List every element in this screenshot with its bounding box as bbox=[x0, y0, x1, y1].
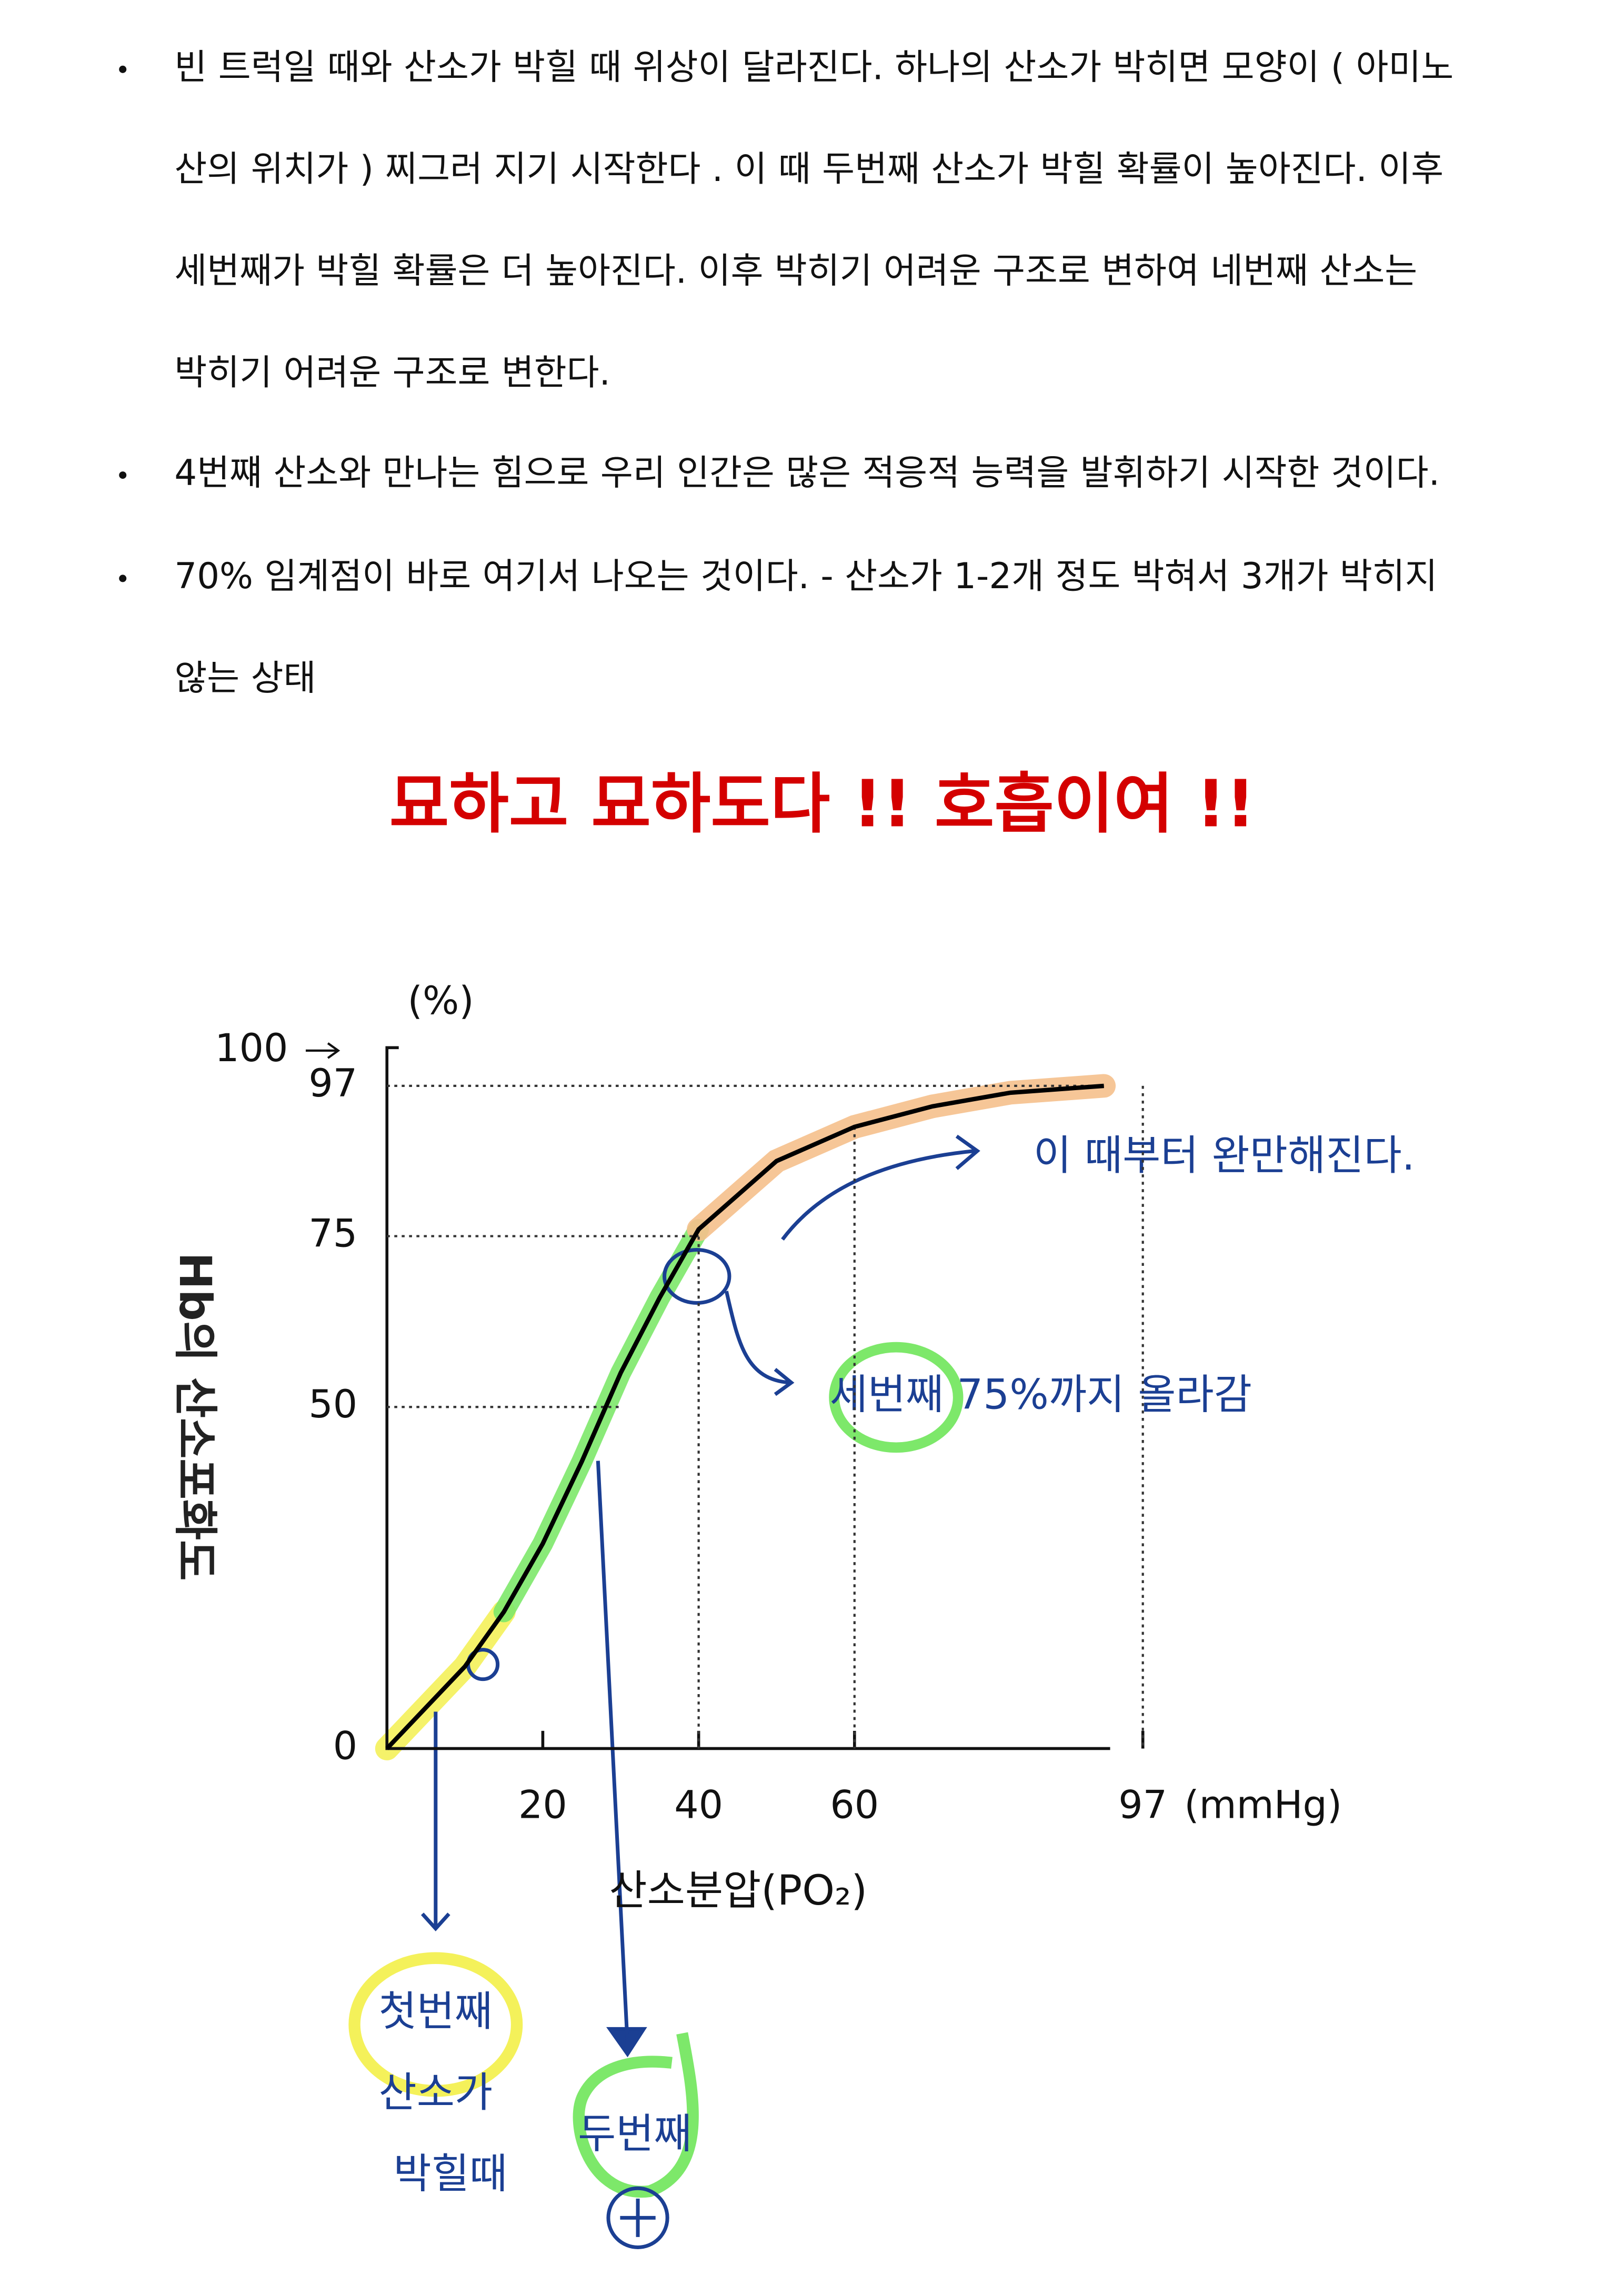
axis bbox=[385, 1046, 1110, 1750]
bullet-text: 70% 임계점이 바로 여기서 나오는 것이다. - 산소가 1-2개 정도 박… bbox=[174, 556, 1437, 597]
x-axis-label: 산소분압(PO₂) bbox=[609, 1866, 867, 1915]
y-top-label: 100 bbox=[215, 1026, 288, 1071]
bullet-dot bbox=[119, 575, 127, 582]
x-tick-label: 97 bbox=[1118, 1783, 1167, 1828]
annotation: 이 때부터 완만해진다. bbox=[1034, 1131, 1415, 1180]
bullet-text: 빈 트럭일 때와 산소가 박힐 때 위상이 달라진다. 하나의 산소가 박히면 … bbox=[174, 46, 1453, 87]
y-tick-label: 97 bbox=[308, 1061, 357, 1106]
y-axis-label: Hb의 산소포화도 bbox=[169, 1252, 221, 1580]
annotation: 박힐때 bbox=[394, 2149, 508, 2198]
annotation: 두번째 bbox=[578, 2110, 692, 2158]
highlight-circle bbox=[829, 1342, 964, 1453]
bullet-text: 않는 상태 bbox=[174, 657, 316, 698]
annotation: 산소가 bbox=[378, 2068, 493, 2117]
bullet-text: 세번째가 박힐 확률은 더 높아진다. 이후 박히기 어려운 구조로 변하여 네… bbox=[174, 250, 1417, 291]
circle-mark bbox=[663, 1248, 731, 1305]
y-tick-label: 0 bbox=[333, 1724, 357, 1768]
bullet-text: 산의 위치가 ) 찌그러 지기 시작한다 . 이 때 두번째 산소가 박힐 확률… bbox=[174, 148, 1443, 189]
annotation: 세번째 75%까지 올라감 bbox=[830, 1370, 1252, 1418]
y-tick-label: 75 bbox=[308, 1212, 357, 1256]
curve bbox=[385, 1083, 1104, 1750]
chart: 이 때부터 완만해진다. 세번째 75%까지 올라감 첫번째 산소가 박힐때 두… bbox=[169, 979, 1415, 2249]
circled-plus bbox=[620, 2198, 656, 2237]
bullet-text: 4번쨰 산소와 만나는 힘으로 우리 인간은 많은 적응적 능력을 발휘하기 시… bbox=[174, 452, 1440, 494]
y-unit: (%) bbox=[408, 979, 474, 1023]
annotation: 첫번째 bbox=[378, 1987, 493, 2036]
x-unit: (mmHg) bbox=[1184, 1783, 1342, 1828]
x-tick-label: 60 bbox=[830, 1783, 879, 1828]
x-tick-label: 20 bbox=[518, 1783, 567, 1828]
circled-plus bbox=[606, 2186, 669, 2249]
arrow bbox=[724, 1291, 795, 1396]
highlight-circle bbox=[348, 1952, 523, 2097]
arrow bbox=[306, 1042, 340, 1059]
arrow bbox=[781, 1134, 980, 1241]
bullet-dot bbox=[119, 471, 127, 479]
highlight-circle bbox=[573, 2032, 699, 2198]
y-tick-label: 50 bbox=[308, 1382, 357, 1427]
bullet-list: 빈 트럭일 때와 산소가 박힐 때 위상이 달라진다. 하나의 산소가 박히면 … bbox=[119, 46, 1453, 698]
bullet-dot bbox=[119, 65, 127, 73]
x-tick-label: 40 bbox=[674, 1783, 723, 1828]
bullet-text: 박히기 어려운 구조로 변한다. bbox=[174, 352, 610, 393]
heading: 묘하고 묘하도다 !! 호흡이여 !! bbox=[389, 767, 1256, 842]
arrow bbox=[596, 1461, 647, 2058]
